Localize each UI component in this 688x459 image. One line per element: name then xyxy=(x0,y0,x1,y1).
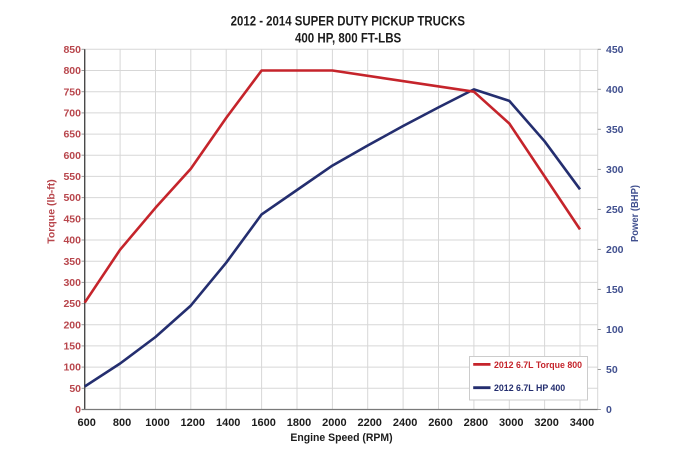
svg-text:150: 150 xyxy=(63,341,81,353)
svg-text:2600: 2600 xyxy=(428,417,452,429)
svg-text:2200: 2200 xyxy=(357,417,381,429)
svg-text:100: 100 xyxy=(63,362,81,374)
svg-text:600: 600 xyxy=(78,417,96,429)
svg-text:200: 200 xyxy=(63,319,81,331)
svg-text:3200: 3200 xyxy=(534,417,558,429)
svg-text:2400: 2400 xyxy=(393,417,417,429)
svg-text:0: 0 xyxy=(75,404,81,416)
svg-text:1600: 1600 xyxy=(251,417,275,429)
svg-text:1400: 1400 xyxy=(216,417,240,429)
svg-text:1800: 1800 xyxy=(287,417,311,429)
svg-text:3000: 3000 xyxy=(499,417,523,429)
svg-text:100: 100 xyxy=(606,324,624,336)
svg-text:650: 650 xyxy=(63,129,81,141)
svg-text:1000: 1000 xyxy=(145,417,169,429)
svg-text:800: 800 xyxy=(113,417,131,429)
svg-text:850: 850 xyxy=(63,44,81,56)
svg-text:700: 700 xyxy=(63,108,81,120)
svg-text:2012 6.7L Torque 800: 2012 6.7L Torque 800 xyxy=(494,360,582,371)
svg-text:0: 0 xyxy=(606,404,612,416)
svg-text:2800: 2800 xyxy=(464,417,488,429)
svg-text:600: 600 xyxy=(63,150,81,162)
svg-text:Engine Speed (RPM): Engine Speed (RPM) xyxy=(290,432,393,444)
svg-text:300: 300 xyxy=(606,164,624,176)
svg-text:400 HP, 800 FT-LBS: 400 HP, 800 FT-LBS xyxy=(295,29,401,45)
svg-text:450: 450 xyxy=(606,44,624,56)
svg-text:350: 350 xyxy=(63,256,81,268)
svg-text:400: 400 xyxy=(606,84,624,96)
svg-text:Power (BHP): Power (BHP) xyxy=(629,185,641,242)
svg-text:550: 550 xyxy=(63,171,81,183)
svg-text:250: 250 xyxy=(606,204,624,216)
svg-text:500: 500 xyxy=(63,192,81,204)
svg-text:1200: 1200 xyxy=(181,417,205,429)
svg-text:400: 400 xyxy=(63,235,81,247)
svg-text:2000: 2000 xyxy=(322,417,346,429)
svg-text:3400: 3400 xyxy=(570,417,594,429)
svg-text:450: 450 xyxy=(63,213,81,225)
svg-text:750: 750 xyxy=(63,86,81,98)
svg-text:50: 50 xyxy=(69,383,81,395)
svg-text:200: 200 xyxy=(606,244,624,256)
svg-text:2012 6.7L HP 400: 2012 6.7L HP 400 xyxy=(494,383,565,394)
svg-text:350: 350 xyxy=(606,124,624,136)
svg-text:800: 800 xyxy=(63,65,81,77)
svg-text:2012 - 2014 SUPER DUTY PICKUP: 2012 - 2014 SUPER DUTY PICKUP TRUCKS xyxy=(231,12,465,28)
svg-text:Torque (lb-ft): Torque (lb-ft) xyxy=(45,179,57,244)
svg-text:50: 50 xyxy=(606,364,618,376)
svg-text:150: 150 xyxy=(606,284,624,296)
svg-text:250: 250 xyxy=(63,298,81,310)
svg-text:300: 300 xyxy=(63,277,81,289)
